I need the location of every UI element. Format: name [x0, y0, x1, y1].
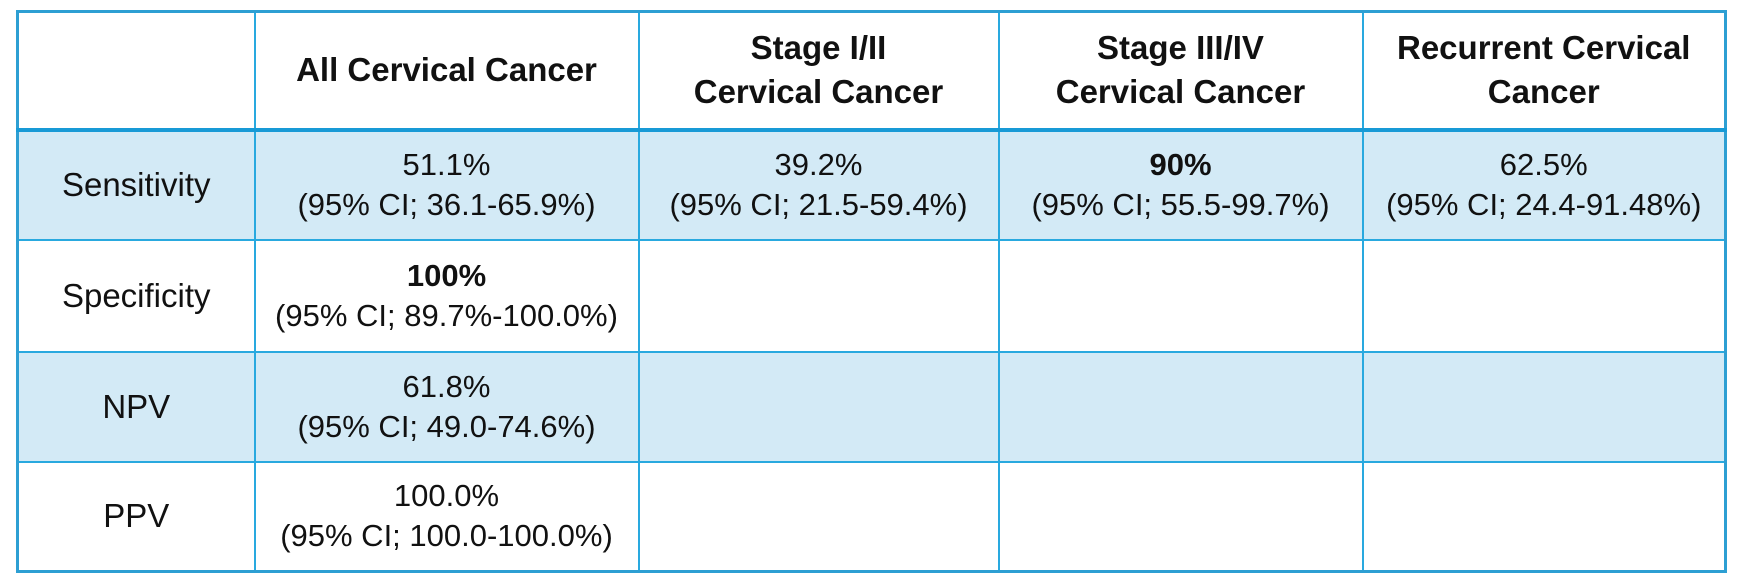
- cell-confidence-interval: (95% CI; 100.0-100.0%): [280, 518, 613, 554]
- cell-confidence-interval: (95% CI; 49.0-74.6%): [297, 408, 596, 444]
- row-npv: NPV 61.8% (95% CI; 49.0-74.6%): [16, 350, 1727, 463]
- cell-value: 100.0%: [393, 478, 500, 514]
- header-cell-stage-i-ii: Stage I/II Cervical Cancer: [637, 10, 1000, 132]
- cell-specificity-stage-i-ii: [637, 238, 1000, 353]
- cell-value: 62.5%: [1499, 147, 1588, 182]
- header-line: All Cervical Cancer: [296, 51, 597, 89]
- cell-sensitivity-stage-iii-iv: 90% (95% CI; 55.5-99.7%): [997, 128, 1364, 241]
- corner-cell: [16, 10, 256, 132]
- cell-confidence-interval: (95% CI; 89.7%-100.0%): [275, 297, 618, 333]
- cell-npv-stage-i-ii: [637, 350, 1000, 463]
- row-label-specificity: Specificity: [16, 238, 256, 353]
- cell-specificity-recurrent: [1361, 238, 1727, 353]
- cell-sensitivity-recurrent: 62.5% (95% CI; 24.4-91.48%): [1361, 128, 1727, 241]
- cell-value: 90%: [1149, 147, 1212, 182]
- header-line: Recurrent Cervical: [1397, 29, 1691, 67]
- cell-confidence-interval: (95% CI; 55.5-99.7%): [1031, 187, 1330, 222]
- cell-ppv-stage-iii-iv: [997, 460, 1364, 573]
- row-label-sensitivity: Sensitivity: [16, 128, 256, 241]
- cell-confidence-interval: (95% CI; 24.4-91.48%): [1386, 187, 1702, 222]
- cell-specificity-all: 100% (95% CI; 89.7%-100.0%): [253, 238, 640, 353]
- cell-npv-all: 61.8% (95% CI; 49.0-74.6%): [253, 350, 640, 463]
- cell-ppv-stage-i-ii: [637, 460, 1000, 573]
- header-line: Cervical Cancer: [1055, 73, 1306, 111]
- row-label-npv: NPV: [16, 350, 256, 463]
- header-line: Cancer: [1487, 73, 1600, 111]
- cell-specificity-stage-iii-iv: [997, 238, 1364, 353]
- header-cell-stage-iii-iv: Stage III/IV Cervical Cancer: [997, 10, 1364, 132]
- header-line: Stage III/IV: [1097, 29, 1264, 67]
- header-cell-recurrent: Recurrent Cervical Cancer: [1361, 10, 1727, 132]
- row-label-ppv: PPV: [16, 460, 256, 573]
- cell-ppv-all: 100.0% (95% CI; 100.0-100.0%): [253, 460, 640, 573]
- cell-confidence-interval: (95% CI; 21.5-59.4%): [669, 187, 968, 222]
- cell-sensitivity-stage-i-ii: 39.2% (95% CI; 21.5-59.4%): [637, 128, 1000, 241]
- cell-npv-recurrent: [1361, 350, 1727, 463]
- cell-value: 100%: [406, 257, 487, 293]
- row-specificity: Specificity 100% (95% CI; 89.7%-100.0%): [16, 238, 1727, 353]
- cell-value: 61.8%: [402, 368, 491, 404]
- row-sensitivity: Sensitivity 51.1% (95% CI; 36.1-65.9%) 3…: [16, 128, 1727, 241]
- diagnostic-performance-table: All Cervical Cancer Stage I/II Cervical …: [16, 10, 1727, 573]
- header-line: Stage I/II: [750, 29, 887, 67]
- cell-ppv-recurrent: [1361, 460, 1727, 573]
- cell-npv-stage-iii-iv: [997, 350, 1364, 463]
- cell-value: 51.1%: [402, 147, 491, 182]
- cell-value: 39.2%: [774, 147, 863, 182]
- header-line: Cervical Cancer: [693, 73, 944, 111]
- cell-confidence-interval: (95% CI; 36.1-65.9%): [297, 187, 596, 222]
- row-ppv: PPV 100.0% (95% CI; 100.0-100.0%): [16, 460, 1727, 573]
- cell-sensitivity-all: 51.1% (95% CI; 36.1-65.9%): [253, 128, 640, 241]
- header-cell-all-cervical-cancer: All Cervical Cancer: [253, 10, 640, 132]
- header-row: All Cervical Cancer Stage I/II Cervical …: [16, 10, 1727, 132]
